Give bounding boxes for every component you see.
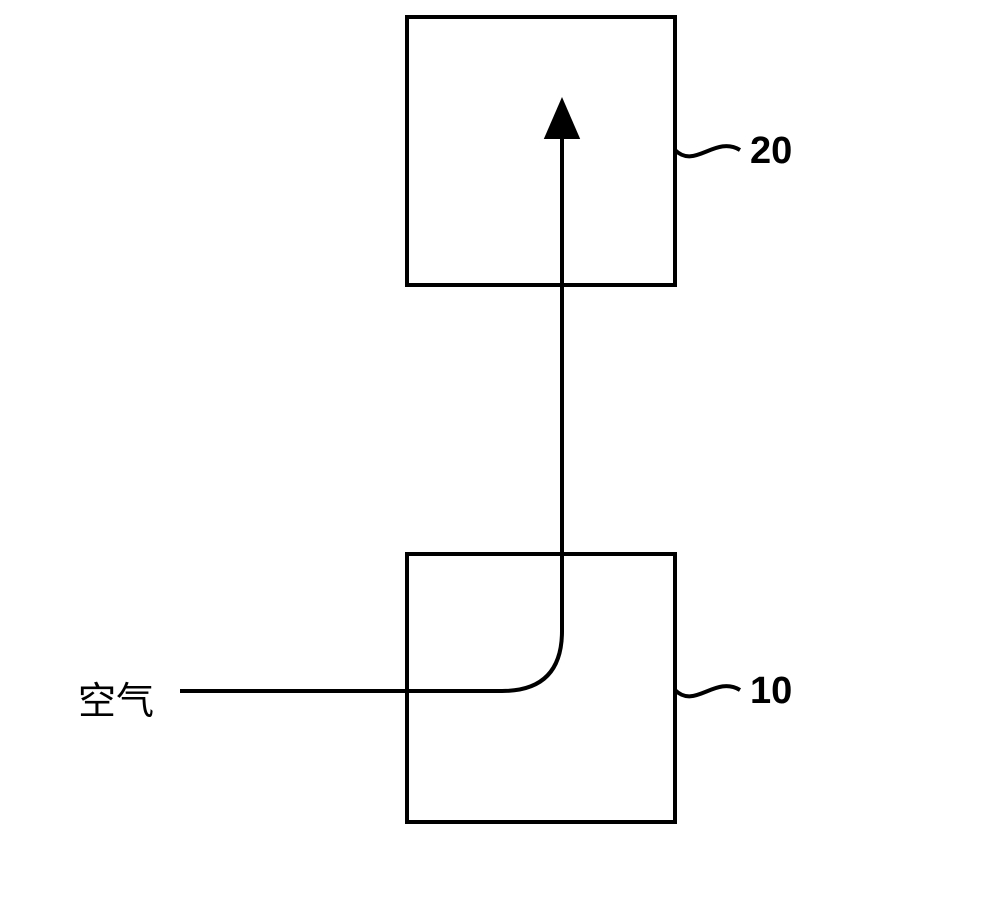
flow-arrowhead — [544, 97, 580, 139]
air-input-label: 空气 — [78, 670, 154, 725]
leader-20 — [675, 146, 740, 156]
diagram-canvas — [0, 0, 1000, 923]
leader-10 — [675, 686, 740, 696]
box-bottom — [407, 554, 675, 822]
box-top — [407, 17, 675, 285]
flow-path — [180, 125, 562, 691]
ref-10-label: 10 — [750, 670, 792, 713]
ref-20-label: 20 — [750, 130, 792, 173]
